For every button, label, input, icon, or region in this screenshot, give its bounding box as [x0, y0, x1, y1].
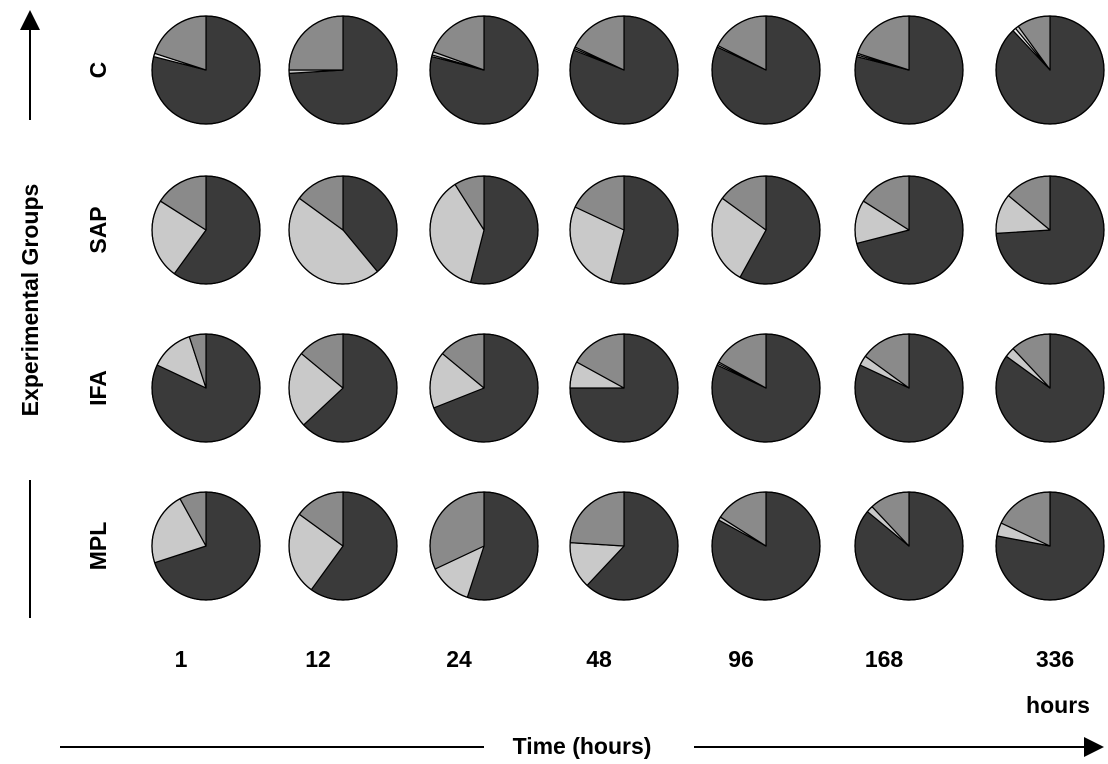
row-label: IFA [85, 370, 111, 406]
pie-outline [288, 491, 398, 601]
pie-outline [711, 175, 821, 285]
pie-ifa-12 [288, 333, 398, 443]
pie-outline [151, 333, 261, 443]
pie-outline [151, 15, 261, 125]
pie-ifa-1 [151, 333, 261, 443]
pie-mpl-48 [569, 491, 679, 601]
pie-mpl-96 [711, 491, 821, 601]
pie-outline [854, 491, 964, 601]
pie-outline [569, 175, 679, 285]
pie-mpl-24 [429, 491, 539, 601]
pie-outline [854, 175, 964, 285]
pie-outline [995, 333, 1105, 443]
pie-outline [711, 15, 821, 125]
pie-mpl-1 [151, 491, 261, 601]
pie-sap-24 [429, 175, 539, 285]
pie-outline [569, 491, 679, 601]
pie-outline [854, 15, 964, 125]
column-label: 48 [586, 646, 612, 672]
pie-outline [288, 333, 398, 443]
pie-outline [569, 333, 679, 443]
pie-c-168 [854, 15, 964, 125]
pie-c-336 [995, 15, 1105, 125]
column-label: 1 [175, 646, 188, 672]
pie-c-48 [569, 15, 679, 125]
row-label: SAP [85, 206, 111, 253]
x-axis-title: Time (hours) [513, 733, 652, 759]
pie-outline [429, 491, 539, 601]
pie-outline [711, 491, 821, 601]
pie-sap-48 [569, 175, 679, 285]
column-label: 96 [728, 646, 754, 672]
pie-outline [151, 175, 261, 285]
pie-ifa-336 [995, 333, 1105, 443]
pie-slice [288, 15, 344, 71]
pie-outline [995, 175, 1105, 285]
pie-ifa-24 [429, 333, 539, 443]
pie-mpl-12 [288, 491, 398, 601]
pie-ifa-168 [854, 333, 964, 443]
pies-group [151, 15, 1105, 601]
pie-c-96 [711, 15, 821, 125]
pie-mpl-336 [995, 491, 1105, 601]
pie-outline [288, 175, 398, 285]
pie-ifa-48 [569, 333, 679, 443]
pie-c-24 [429, 15, 539, 125]
pie-mpl-168 [854, 491, 964, 601]
pie-sap-1 [151, 175, 261, 285]
pie-outline [429, 333, 539, 443]
pie-outline [429, 15, 539, 125]
pie-outline [288, 15, 398, 125]
pie-outline [711, 333, 821, 443]
column-label: 24 [446, 646, 472, 672]
pie-slice [569, 491, 625, 547]
pie-sap-96 [711, 175, 821, 285]
pie-outline [429, 175, 539, 285]
column-label: 168 [865, 646, 904, 672]
pie-sap-336 [995, 175, 1105, 285]
units-label: hours [1026, 692, 1090, 718]
row-label: MPL [85, 522, 111, 571]
row-label: C [85, 62, 111, 79]
column-label: 12 [305, 646, 331, 672]
pie-ifa-96 [711, 333, 821, 443]
pie-outline [995, 491, 1105, 601]
pie-c-12 [288, 15, 398, 125]
pie-outline [569, 15, 679, 125]
pie-sap-168 [854, 175, 964, 285]
column-labels: 1 12 24 48 96 168 336 [175, 646, 1075, 672]
y-axis-title: Experimental Groups [17, 184, 43, 417]
pie-outline [854, 333, 964, 443]
pie-c-1 [151, 15, 261, 125]
row-labels: C SAP IFA MPL [85, 62, 111, 571]
pie-outline [151, 491, 261, 601]
pie-outline [995, 15, 1105, 125]
pie-sap-12 [288, 175, 398, 285]
column-label: 336 [1036, 646, 1074, 672]
